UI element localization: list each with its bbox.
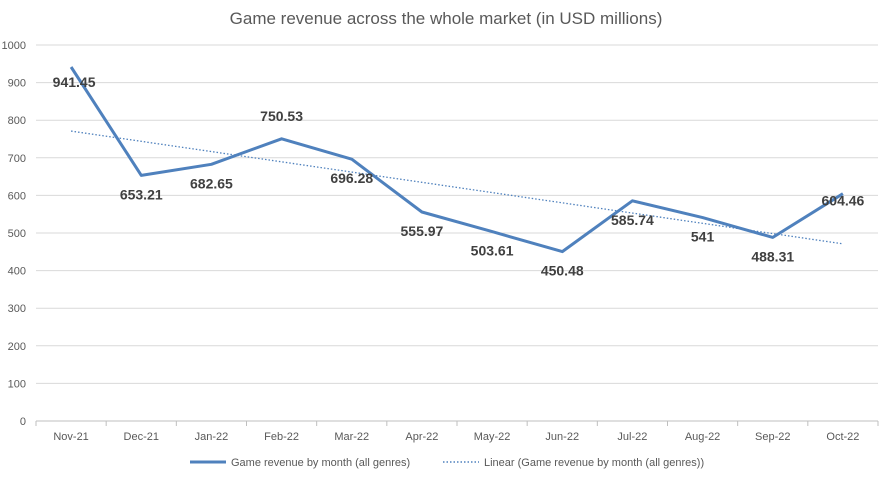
trendline <box>70 130 844 245</box>
series-line <box>69 66 844 254</box>
y-tick-label: 200 <box>8 341 26 353</box>
data-label: 941.45 <box>53 74 96 90</box>
data-label: 604.46 <box>822 193 865 209</box>
x-tick-label: Jul-22 <box>617 431 647 443</box>
data-labels: 941.45 653.21 682.65 750.53 696.28 555.97 503.… <box>53 74 865 279</box>
data-label: 541 <box>691 229 715 245</box>
x-tick-label: Sep-22 <box>755 431 790 443</box>
data-label: 750.53 <box>260 108 303 124</box>
x-tick-label: Dec-21 <box>124 431 159 443</box>
chart-title: Game revenue across the whole market (in… <box>230 9 663 28</box>
data-label: 696.28 <box>330 170 373 186</box>
y-tick-label: 0 <box>20 416 26 428</box>
series-lines <box>69 66 844 254</box>
data-label: 503.61 <box>471 243 514 259</box>
x-tick-label: Jun-22 <box>545 431 579 443</box>
x-tick-label: Aug-22 <box>685 431 720 443</box>
y-tick-label: 600 <box>8 190 26 202</box>
y-tick-label: 500 <box>8 228 26 240</box>
data-label: 653.21 <box>120 186 163 202</box>
gridlines <box>36 44 878 384</box>
y-tick-label: 100 <box>8 378 26 390</box>
x-axis: Nov-21 Dec-21 Jan-22 Feb-22 Mar-22 Apr-22 May-… <box>35 420 879 443</box>
x-tick-label: Feb-22 <box>264 431 299 443</box>
y-tick-label: 400 <box>8 266 26 278</box>
x-tick-label: Mar-22 <box>334 431 369 443</box>
x-tick-label: Jan-22 <box>195 431 229 443</box>
data-label: 488.31 <box>751 248 794 264</box>
x-tick-label: Apr-22 <box>405 431 438 443</box>
data-label: 450.48 <box>541 263 584 279</box>
y-tick-label: 800 <box>8 115 26 127</box>
y-tick-label: 900 <box>8 78 26 90</box>
y-axis: 0 100 200 300 400 500 600 700 800 900 1000 <box>2 40 26 428</box>
x-tick-label: Oct-22 <box>826 431 859 443</box>
legend-label-trendline: Linear (Game revenue by month (all genre… <box>484 457 704 469</box>
legend-label-series: Game revenue by month (all genres) <box>231 457 410 469</box>
data-label: 555.97 <box>401 223 444 239</box>
x-tick-label: Nov-21 <box>53 431 88 443</box>
legend: Game revenue by month (all genres) Linea… <box>190 457 704 469</box>
x-tick-label: May-22 <box>474 431 511 443</box>
data-label: 585.74 <box>611 212 654 228</box>
y-tick-label: 1000 <box>2 40 26 52</box>
trendline-path <box>70 130 844 245</box>
y-tick-label: 300 <box>8 303 26 315</box>
data-label: 682.65 <box>190 175 233 191</box>
y-tick-label: 700 <box>8 153 26 165</box>
